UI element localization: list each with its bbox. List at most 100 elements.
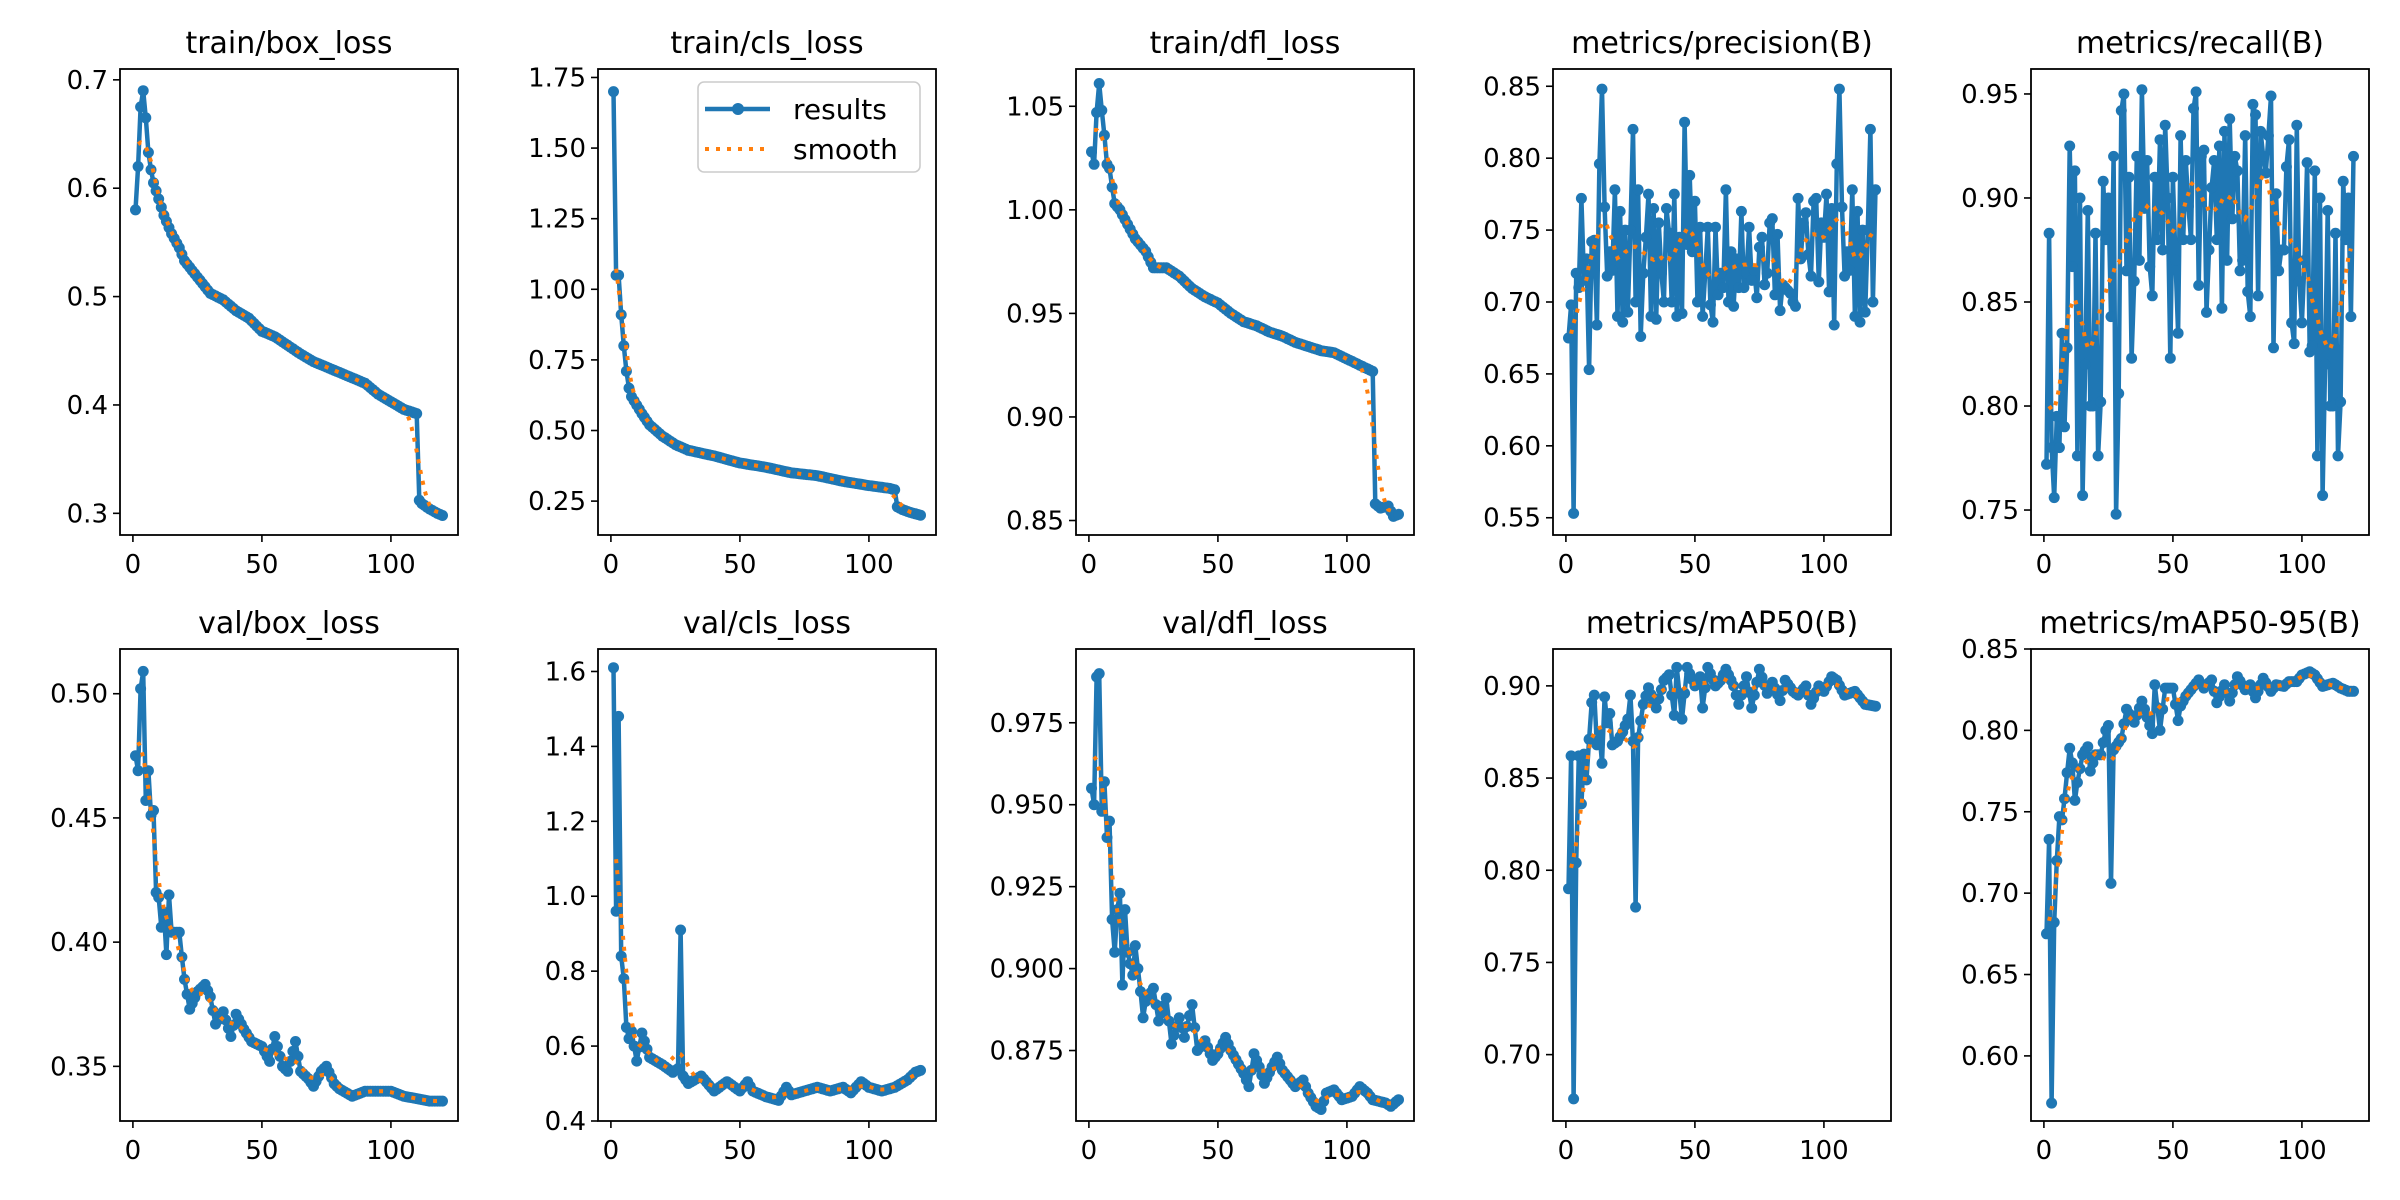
results-point (1774, 695, 1786, 707)
y-tick-label: 1.2 (545, 807, 586, 837)
results-point (1637, 698, 1649, 710)
x-tick-label: 0 (1558, 1136, 1575, 1166)
x-tick-label: 50 (245, 550, 278, 580)
results-point (1119, 904, 1131, 916)
results-point (1114, 887, 1126, 899)
results-point (1730, 253, 1742, 265)
results-point (2149, 679, 2161, 691)
results-point (2051, 410, 2063, 422)
results-point (1601, 717, 1613, 729)
results-point (1813, 276, 1825, 288)
results-point (1867, 296, 1879, 308)
results-point (132, 765, 144, 777)
results-point (1859, 306, 1871, 318)
results-point (1772, 228, 1783, 240)
y-tick-label: 0.75 (1961, 798, 2019, 828)
smooth-line (1092, 755, 1397, 1106)
results-point (2201, 306, 2212, 318)
results-point (1748, 264, 1760, 276)
results-point (1864, 123, 1876, 135)
results-point (1676, 308, 1688, 319)
results-point (2108, 150, 2120, 162)
results-point (2299, 254, 2310, 266)
y-tick-label: 0.35 (50, 1052, 108, 1082)
results-point (1746, 702, 1758, 714)
subplot-metrics-map50-b-: metrics/mAP50(B) 0 50 100 0.70 0.75 0.80 0.85 0.… (1483, 606, 1892, 1166)
axes-frame (1075, 648, 1415, 1122)
y-tick-label: 0.25 (528, 487, 586, 517)
results-point (2046, 1097, 2058, 1109)
results-point (608, 662, 619, 674)
results-point (2219, 125, 2230, 137)
results-point (1563, 332, 1574, 344)
y-tick-label: 0.55 (1483, 504, 1541, 534)
results-point (2043, 833, 2055, 845)
results-point (1135, 986, 1146, 997)
x-tick-label: 50 (1201, 550, 1234, 580)
subplot-title: val/box_loss (198, 606, 380, 641)
subplot-train-box-loss: train/box_loss 0 50 100 0.3 0.4 0.5 0.6 0.7 (67, 26, 459, 580)
results-point (2265, 90, 2277, 102)
y-tick-label: 0.50 (528, 417, 586, 447)
results-point (1088, 799, 1100, 811)
results-point (1599, 691, 1611, 703)
results-point (2203, 244, 2215, 256)
results-point (1805, 270, 1817, 282)
results-point (2154, 724, 2166, 736)
x-tick-label: 0 (125, 550, 142, 580)
results-point (2133, 254, 2145, 266)
results-point (1704, 299, 1716, 311)
results-point (1655, 267, 1667, 279)
axes-frame (1552, 648, 1892, 1122)
results-point (1769, 289, 1781, 301)
results-point (2164, 352, 2176, 364)
x-tick-label: 50 (1201, 1136, 1234, 1166)
results-point (2342, 192, 2354, 204)
smooth-line (1094, 127, 1397, 515)
results-point (1596, 757, 1608, 769)
results-point (2151, 234, 2163, 246)
results-point (2131, 150, 2143, 162)
subplot-metrics-precision-b-: metrics/precision(B) 0 50 100 0.55 0.60 0.65 0.… (1483, 26, 1892, 580)
y-tick-label: 0.5 (67, 283, 108, 313)
results-point (2167, 171, 2179, 183)
x-tick-label: 100 (844, 550, 894, 580)
y-tick-label: 0.90 (1006, 403, 1064, 433)
results-point (1826, 203, 1838, 214)
results-point (2110, 508, 2122, 520)
results-point (1565, 299, 1577, 311)
results-point (1679, 116, 1691, 128)
x-tick-label: 0 (125, 1136, 142, 1166)
results-point (1800, 207, 1812, 219)
results-point (2097, 175, 2109, 187)
subplot-title: metrics/mAP50-95(B) (2039, 606, 2360, 641)
results-point (1088, 158, 1100, 170)
results-point (1622, 713, 1634, 725)
results-point (1852, 205, 1863, 217)
results-point (2301, 157, 2313, 169)
results-point (2221, 254, 2233, 266)
results-point (2180, 155, 2192, 166)
results-point (1166, 1038, 1177, 1050)
results-point (2319, 358, 2331, 370)
results-point (1563, 883, 1574, 895)
results-point (1702, 221, 1714, 233)
x-tick-label: 50 (2156, 550, 2189, 580)
results-point (2159, 119, 2171, 131)
results-point (2144, 261, 2156, 273)
results-point (1684, 169, 1696, 181)
subplot-val-box-loss: val/box_loss 0 50 100 0.35 0.40 0.45 0.50 (50, 606, 459, 1166)
results-point (2193, 279, 2205, 291)
subplot-title: train/cls_loss (670, 26, 863, 61)
x-tick-label: 100 (844, 1136, 894, 1166)
y-tick-label: 1.4 (545, 732, 586, 762)
y-tick-label: 0.75 (1483, 216, 1541, 246)
y-tick-label: 1.25 (528, 205, 586, 235)
x-tick-label: 0 (603, 550, 620, 580)
results-line (611, 667, 922, 1103)
results-point (2043, 227, 2055, 239)
smooth-line (2047, 172, 2353, 412)
subplot-title: val/cls_loss (683, 606, 851, 641)
results-point (1761, 267, 1773, 279)
results-point (2064, 742, 2076, 754)
